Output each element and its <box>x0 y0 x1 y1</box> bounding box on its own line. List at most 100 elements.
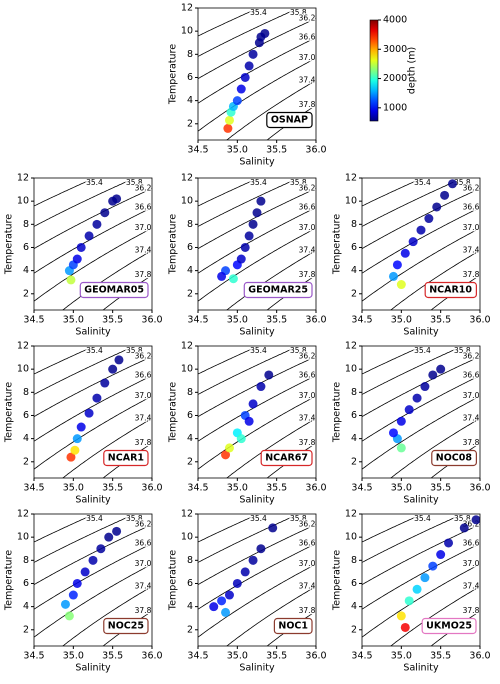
x-tick-label: 34.5 <box>187 145 208 156</box>
ts-point <box>248 399 258 409</box>
y-tick-label: 12 <box>345 173 357 184</box>
isopycnal <box>34 178 96 207</box>
y-tick-label: 4 <box>351 601 357 612</box>
panel-label: NOC08 <box>436 453 473 464</box>
panel: 35.4 35.836.2 36.6 37.0 37.4 37.8 <box>34 346 152 478</box>
ts-point <box>436 550 446 560</box>
contour-label: 37.8 <box>299 438 316 447</box>
panel: 35.4 35.836.2 36.6 37.0 37.4 37.8 <box>362 178 480 310</box>
contour-label: 36.6 <box>299 371 316 380</box>
contour-label: 35.8 <box>454 514 471 523</box>
label-box <box>260 449 313 467</box>
ts-point <box>112 194 122 204</box>
y-tick-label: 4 <box>187 433 193 444</box>
isopycnal <box>198 8 260 37</box>
colorbar <box>369 19 379 122</box>
panel-label: NOC25 <box>108 621 144 632</box>
ts-point <box>236 254 246 264</box>
x-tick-label: 35.0 <box>63 483 84 494</box>
ts-point <box>228 274 238 284</box>
y-tick-label: 6 <box>23 578 29 589</box>
axes-frame <box>197 513 317 647</box>
isopycnal <box>34 356 152 417</box>
ts-point <box>252 208 262 218</box>
y-tick-label: 2 <box>187 288 193 299</box>
x-tick-label: 34.5 <box>351 315 372 326</box>
ts-point <box>264 370 274 380</box>
y-tick-label: 12 <box>181 341 193 352</box>
y-tick-label: 8 <box>23 555 29 566</box>
y-tick-label: 2 <box>187 624 193 635</box>
ts-point <box>392 260 402 270</box>
ts-point <box>428 370 438 380</box>
contour-label: 37.4 <box>135 581 152 590</box>
ts-point <box>84 231 94 241</box>
contour-label: 37.4 <box>463 413 480 422</box>
contour-label: 36.2 <box>299 351 316 360</box>
ts-point <box>66 452 76 462</box>
x-axis-label: Salinity <box>75 495 111 506</box>
ts-point <box>236 84 246 94</box>
colorbar-tick-label: 4000 <box>383 15 407 26</box>
colorbar-label: depth (m) <box>407 47 418 94</box>
contour-label: 37.4 <box>135 245 152 254</box>
ts-point <box>84 408 94 418</box>
axes-frame <box>33 177 153 311</box>
ts-point <box>447 179 457 189</box>
contour-label: 35.4 <box>250 346 267 355</box>
y-tick-label: 8 <box>187 219 193 230</box>
ts-point <box>209 602 219 612</box>
isopycnal <box>34 207 152 274</box>
x-tick-label: 34.5 <box>187 483 208 494</box>
isopycnal <box>362 563 480 638</box>
y-tick-label: 8 <box>187 555 193 566</box>
ts-point <box>76 422 86 432</box>
y-tick-label: 4 <box>187 601 193 612</box>
x-axis-label: Salinity <box>239 157 275 168</box>
contour-label: 36.2 <box>135 519 152 528</box>
ts-point <box>256 196 266 206</box>
isopycnal <box>198 57 316 132</box>
ts-point <box>444 538 454 548</box>
ts-point <box>268 523 278 533</box>
contour-label: 35.4 <box>86 178 103 187</box>
ts-point <box>60 599 70 609</box>
ts-point <box>248 49 258 59</box>
y-tick-label: 8 <box>23 387 29 398</box>
panel-label: OSNAP <box>271 115 308 126</box>
contour-label: 37.0 <box>299 53 316 62</box>
label-box <box>79 281 149 299</box>
ts-point <box>256 544 266 554</box>
ts-point <box>404 596 414 606</box>
ts-point <box>217 271 227 281</box>
ts-point <box>471 515 480 525</box>
y-tick-label: 10 <box>17 196 29 207</box>
panel-label: NOC1 <box>278 621 308 632</box>
x-tick-label: 35.5 <box>430 651 451 662</box>
isopycnal <box>198 514 260 543</box>
ts-point <box>224 590 234 600</box>
isopycnal <box>362 514 464 563</box>
contour-label: 37.8 <box>135 438 152 447</box>
x-axis-label: Salinity <box>239 663 275 674</box>
isopycnal <box>34 563 152 638</box>
contour-label: 36.2 <box>299 519 316 528</box>
x-tick-label: 34.5 <box>23 483 44 494</box>
x-tick-label: 34.5 <box>187 315 208 326</box>
contour-label: 35.4 <box>414 178 431 187</box>
colorbar-tick-label: 1000 <box>383 102 407 113</box>
contour-label: 36.2 <box>299 183 316 192</box>
x-tick-label: 36.0 <box>469 651 490 662</box>
ts-point <box>76 242 86 252</box>
isopycnal <box>34 524 152 585</box>
contour-label: 35.8 <box>290 178 307 187</box>
contour-label: 36.6 <box>299 539 316 548</box>
ts-point <box>436 364 446 374</box>
x-axis-label: Salinity <box>403 327 439 338</box>
x-tick-label: 35.0 <box>227 315 248 326</box>
ts-point <box>72 578 82 588</box>
isopycnal <box>34 543 152 610</box>
y-tick-label: 12 <box>17 341 29 352</box>
ts-point <box>400 622 410 632</box>
